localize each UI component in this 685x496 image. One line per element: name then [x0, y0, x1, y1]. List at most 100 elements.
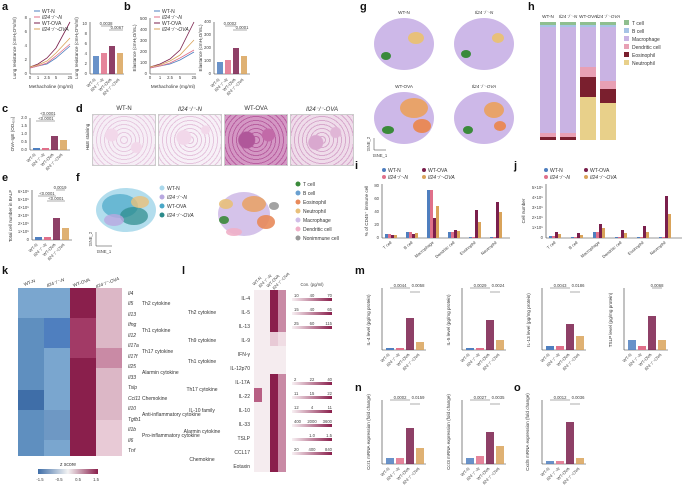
chart-shape	[159, 212, 165, 218]
chart-label: Il24⁻/⁻-N	[388, 175, 408, 181]
chart-label: 3×10⁵	[18, 213, 29, 218]
chart-mark	[580, 97, 596, 140]
panel-c-figure: <0.0001 <0.0001 OVA-IgE (OD₄₅₀) 0.0 0.5 …	[10, 111, 70, 172]
chart-label: Th2 cytokine	[142, 301, 171, 307]
panel-k-groups: Th2 cytokine Th1 cytokine Th17 cytokine …	[142, 301, 201, 439]
panel-n-plot-2: 0.0027 0.0035 Ccr3 mRNA expression (fold…	[446, 394, 506, 486]
panel-f-group-legend: WT-N Il24⁻/⁻-N WT-OVA Il24⁻/⁻-OVA	[159, 185, 194, 219]
chart-label: <0.0001	[40, 111, 56, 116]
chart-mark	[621, 230, 624, 238]
panel-h-figure: WT-N Il24⁻/⁻-N WT-OVA Il24⁻/⁻-OVA T cell…	[540, 14, 661, 140]
chart-label: 2.5	[44, 75, 50, 80]
chart-label: Macrophage	[632, 37, 660, 43]
chart-label: 500	[140, 16, 148, 21]
panel-a-legend: WT-N Il24⁻/⁻-N WT-OVA Il24⁻/⁻-OVA	[34, 9, 69, 33]
chart-label: B cell	[632, 29, 644, 35]
chart-mark	[600, 103, 616, 140]
chart-shape	[381, 52, 391, 60]
chart-label: Eosinophil	[303, 200, 326, 206]
chart-label: Th9 cytokine	[188, 338, 217, 344]
chart-label: 4	[311, 405, 314, 410]
chart-label: WT-N	[398, 10, 410, 15]
chart-label: 4	[85, 51, 88, 56]
chart-label: Con. (pg/ml)	[300, 282, 324, 287]
chart-shape	[374, 18, 434, 70]
chart-label: WT-N	[86, 77, 97, 88]
chart-label: 0	[209, 71, 212, 76]
chart-label: 2000	[307, 419, 317, 424]
chart-label: 1.5	[21, 123, 27, 128]
chart-label: 2	[25, 57, 28, 62]
chart-mark	[560, 25, 576, 27]
chart-label: 0.0029	[474, 283, 487, 288]
chart-label: Eosinophil	[627, 240, 645, 256]
chart-label: 1×10⁵	[532, 225, 543, 230]
panel-m-bar	[566, 324, 574, 350]
chart-label: 0.0159	[412, 395, 425, 400]
chart-label: 200	[204, 45, 212, 50]
panel-n-bar	[416, 448, 424, 464]
chart-label: % of CD45⁺ immune cell	[364, 186, 369, 236]
chart-label: 0.0043	[554, 283, 567, 288]
chart-mark	[96, 420, 122, 456]
chart-shape	[584, 175, 588, 179]
chart-label: 40	[374, 209, 379, 214]
chart-mark	[254, 290, 262, 472]
chart-label: Nonimmune cell	[303, 236, 339, 242]
panel-m-bar	[576, 336, 584, 350]
chart-label: WT-N	[380, 466, 391, 477]
chart-mark	[44, 410, 70, 440]
panel-b-bar	[241, 56, 247, 74]
panel-l-row-labels: IL-4 IL-5 IL-13 IL-9 IFN-γ IL-12p70 IL-1…	[230, 296, 250, 470]
panel-i-legend: WT-N WT-OVA Il24⁻/⁻-N Il24⁻/⁻-OVA	[382, 168, 455, 181]
chart-label: -0.5	[55, 477, 63, 482]
chart-mark	[433, 218, 436, 238]
chart-label: Ccr3 mRNA expression (fold change)	[446, 394, 451, 470]
panel-m-bar	[476, 348, 484, 350]
chart-mark	[496, 202, 499, 238]
chart-label: 22	[327, 391, 332, 396]
chart-mark	[292, 438, 332, 441]
chart-mark	[270, 290, 278, 472]
chart-label: 0.0058	[412, 283, 425, 288]
chart-label: 0	[27, 237, 30, 242]
panel-i-figure: WT-N WT-OVA Il24⁻/⁻-N Il24⁻/⁻-OVA % of C…	[364, 168, 510, 259]
chart-shape	[29, 43, 71, 69]
chart-mark	[615, 237, 618, 238]
chart-label: WT-N	[162, 9, 175, 15]
chart-shape	[159, 194, 165, 200]
chart-shape	[454, 92, 514, 144]
panel-m-bar	[486, 320, 494, 350]
chart-mark	[600, 27, 616, 81]
panel-m-bar	[638, 346, 646, 350]
chart-label: WT-N	[380, 352, 391, 363]
chart-label: Cxcl5 mRNA expression (fold change)	[525, 393, 530, 471]
chart-mark	[292, 452, 332, 455]
chart-label: Cell number	[521, 198, 526, 223]
chart-label: 2	[294, 377, 297, 382]
chart-shape	[374, 92, 434, 144]
chart-label: 0.0036	[572, 395, 585, 400]
chart-mark	[292, 326, 332, 329]
chart-label: WT-N	[540, 466, 551, 477]
panel-m-bar	[396, 348, 404, 350]
chart-shape	[226, 228, 242, 236]
chart-label: WT-OVA	[428, 168, 448, 174]
chart-shape	[149, 39, 195, 68]
chart-shape	[544, 175, 548, 179]
panel-label-n: n	[355, 382, 362, 394]
chart-shape	[149, 21, 195, 68]
panel-label-o: o	[514, 382, 521, 394]
chart-label: 400	[204, 19, 212, 24]
chart-label: Ccl11	[128, 396, 141, 402]
chart-label: <0.0001	[38, 116, 54, 121]
chart-label: IL-13 level (pg/mg protein)	[526, 293, 531, 347]
panel-a-figure: Lung resistance (cmH₂O*s/ml) Methacholin…	[12, 9, 124, 97]
chart-label: Il1b	[128, 427, 136, 433]
chart-label: 60	[374, 196, 379, 201]
chart-mark	[555, 232, 558, 238]
panel-h-legend: T cell B cell Macrophage Dendritic cell …	[624, 20, 661, 67]
chart-shape	[461, 50, 471, 58]
chart-label: IL-9	[241, 338, 250, 344]
chart-label: 0.0019	[54, 185, 67, 190]
